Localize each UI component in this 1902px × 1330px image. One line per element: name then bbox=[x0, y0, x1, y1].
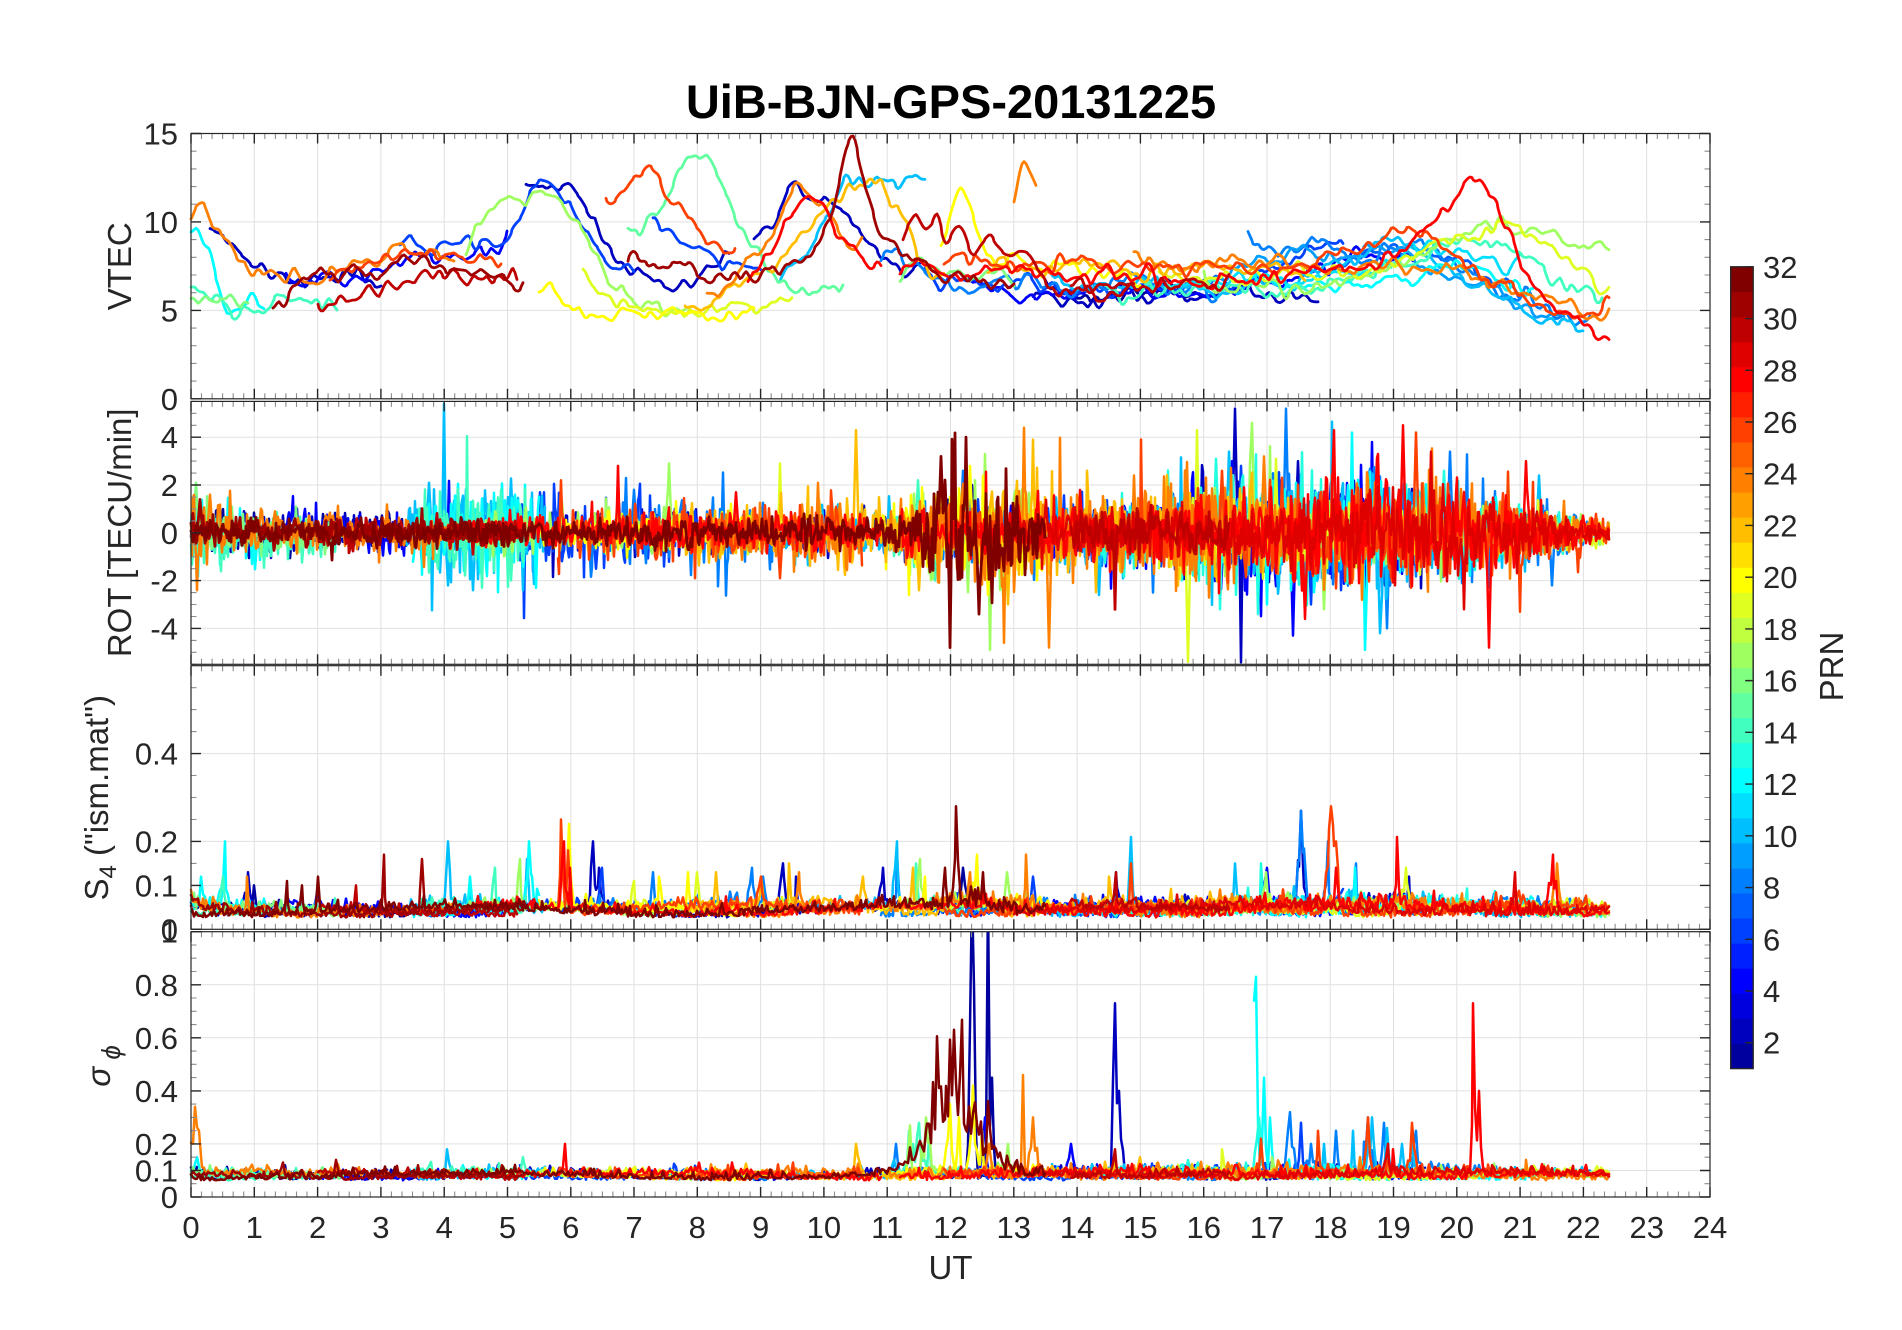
svg-text:24: 24 bbox=[1763, 457, 1797, 492]
svg-text:18: 18 bbox=[1763, 612, 1797, 647]
svg-text:0.4: 0.4 bbox=[135, 737, 178, 772]
svg-text:5: 5 bbox=[499, 1210, 516, 1245]
svg-text:4: 4 bbox=[161, 420, 178, 455]
svg-text:20: 20 bbox=[1440, 1210, 1474, 1245]
svg-text:0: 0 bbox=[161, 516, 178, 551]
svg-text:9: 9 bbox=[752, 1210, 769, 1245]
svg-text:0.2: 0.2 bbox=[135, 824, 178, 859]
svg-text:26: 26 bbox=[1763, 405, 1797, 440]
svg-text:23: 23 bbox=[1629, 1210, 1663, 1245]
svg-text:8: 8 bbox=[689, 1210, 706, 1245]
svg-text:14: 14 bbox=[1060, 1210, 1094, 1245]
svg-text:19: 19 bbox=[1376, 1210, 1410, 1245]
svg-text:UT: UT bbox=[929, 1249, 973, 1286]
svg-text:VTEC: VTEC bbox=[101, 222, 138, 310]
svg-text:15: 15 bbox=[144, 117, 178, 152]
svg-text:2: 2 bbox=[1763, 1026, 1780, 1061]
svg-text:10: 10 bbox=[807, 1210, 841, 1245]
svg-text:ROT [TECU/min]: ROT [TECU/min] bbox=[101, 408, 138, 657]
svg-text:PRN: PRN bbox=[1813, 632, 1850, 702]
svg-text:10: 10 bbox=[1763, 819, 1797, 854]
svg-text:4: 4 bbox=[1763, 974, 1780, 1009]
svg-text:0: 0 bbox=[182, 1210, 199, 1245]
svg-text:32: 32 bbox=[1763, 250, 1797, 285]
svg-text:0: 0 bbox=[161, 912, 178, 947]
svg-text:13: 13 bbox=[997, 1210, 1031, 1245]
svg-text:0.1: 0.1 bbox=[135, 1154, 178, 1189]
svg-text:0.1: 0.1 bbox=[135, 868, 178, 903]
svg-text:-2: -2 bbox=[150, 564, 178, 599]
svg-text:5: 5 bbox=[161, 293, 178, 328]
svg-text:30: 30 bbox=[1763, 302, 1797, 337]
svg-text:0: 0 bbox=[161, 382, 178, 417]
svg-text:22: 22 bbox=[1763, 508, 1797, 543]
svg-text:3: 3 bbox=[372, 1210, 389, 1245]
svg-text:28: 28 bbox=[1763, 353, 1797, 388]
svg-text:15: 15 bbox=[1123, 1210, 1157, 1245]
svg-text:0.8: 0.8 bbox=[135, 968, 178, 1003]
svg-text:14: 14 bbox=[1763, 715, 1797, 750]
svg-text:20: 20 bbox=[1763, 560, 1797, 595]
svg-text:17: 17 bbox=[1250, 1210, 1284, 1245]
svg-text:18: 18 bbox=[1313, 1210, 1347, 1245]
svg-text:1: 1 bbox=[161, 915, 178, 950]
svg-text:10: 10 bbox=[144, 205, 178, 240]
svg-text:6: 6 bbox=[1763, 922, 1780, 957]
svg-text:2: 2 bbox=[309, 1210, 326, 1245]
svg-text:-4: -4 bbox=[150, 611, 178, 646]
svg-text:1: 1 bbox=[246, 1210, 263, 1245]
svg-text:2: 2 bbox=[161, 468, 178, 503]
svg-text:11: 11 bbox=[871, 1210, 903, 1245]
svg-text:22: 22 bbox=[1566, 1210, 1600, 1245]
svg-text:8: 8 bbox=[1763, 871, 1780, 906]
svg-text:6: 6 bbox=[562, 1210, 579, 1245]
svg-text:0.4: 0.4 bbox=[135, 1074, 178, 1109]
svg-text:UiB-BJN-GPS-20131225: UiB-BJN-GPS-20131225 bbox=[686, 75, 1216, 128]
svg-text:0.6: 0.6 bbox=[135, 1021, 178, 1056]
svg-text:16: 16 bbox=[1763, 664, 1797, 699]
svg-text:7: 7 bbox=[625, 1210, 642, 1245]
svg-text:12: 12 bbox=[1763, 767, 1797, 802]
svg-text:0: 0 bbox=[161, 1180, 178, 1215]
svg-text:4: 4 bbox=[436, 1210, 453, 1245]
svg-text:12: 12 bbox=[933, 1210, 967, 1245]
svg-text:21: 21 bbox=[1503, 1210, 1537, 1245]
svg-text:0.2: 0.2 bbox=[135, 1127, 178, 1162]
svg-text:16: 16 bbox=[1186, 1210, 1220, 1245]
svg-text:24: 24 bbox=[1693, 1210, 1727, 1245]
